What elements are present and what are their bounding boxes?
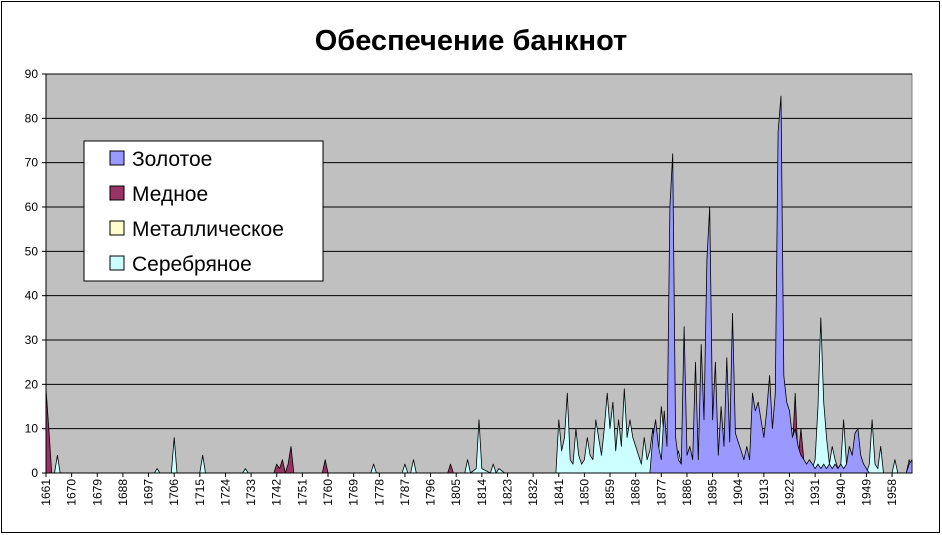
x-tick-label: 1751 — [295, 479, 309, 506]
x-tick-label: 1697 — [142, 479, 156, 506]
axes: 0 10 20 30 40 50 60 70 80 90 1661 1670 1679 1688 1697 1… — [25, 67, 912, 506]
legend-swatch — [109, 150, 125, 166]
y-tick-label: 60 — [25, 200, 39, 214]
x-tick-label: 1841 — [552, 479, 566, 506]
legend-label: Серебряное — [132, 253, 252, 276]
x-tick-label: 1940 — [834, 479, 848, 506]
y-tick-label: 0 — [31, 466, 38, 480]
series-area — [45, 95, 913, 474]
x-tick-label: 1724 — [219, 479, 233, 506]
x-tick-label: 1877 — [654, 479, 668, 506]
x-tick-label: 1904 — [731, 479, 745, 506]
x-tick-label: 1850 — [577, 479, 591, 506]
x-tick-label: 1859 — [603, 479, 617, 506]
x-tick-label: 1958 — [885, 479, 899, 506]
legend: Золотое Медное Металлическое Серебряное — [83, 140, 324, 282]
y-tick-label: 20 — [25, 377, 39, 391]
x-tick-label: 1805 — [449, 479, 463, 506]
series-area — [45, 317, 913, 474]
y-tick-label: 40 — [25, 289, 39, 303]
x-tick-label: 1715 — [193, 479, 207, 506]
series-area — [45, 388, 913, 474]
x-tick-label: 1787 — [398, 479, 412, 506]
x-tick-label: 1778 — [372, 479, 386, 506]
legend-label: Золотое — [132, 148, 212, 171]
x-tick-label: 1706 — [167, 479, 181, 506]
x-tick-label: 1733 — [244, 479, 258, 506]
x-tick-label: 1688 — [116, 479, 130, 506]
legend-swatch — [109, 185, 125, 201]
legend-label: Медное — [132, 183, 208, 206]
y-tick-label: 30 — [25, 333, 39, 347]
x-tick-label: 1823 — [501, 479, 515, 506]
x-tick-label: 1670 — [65, 479, 79, 506]
x-tick-label: 1931 — [808, 479, 822, 506]
x-tick-label: 1679 — [90, 479, 104, 506]
y-tick-label: 70 — [25, 156, 39, 170]
x-tick-label: 1949 — [859, 479, 873, 506]
x-tick-label: 1832 — [526, 479, 540, 506]
y-tick-label: 90 — [25, 67, 39, 81]
chart-title: Обеспечение банкнот — [315, 25, 628, 57]
y-tick-label: 50 — [25, 244, 39, 258]
y-tick-label: 80 — [25, 111, 39, 125]
x-tick-label: 1886 — [680, 479, 694, 506]
x-tick-label: 1922 — [783, 479, 797, 506]
x-tick-label: 1913 — [757, 479, 771, 506]
y-tick-label: 10 — [25, 422, 39, 436]
x-tick-label: 1796 — [424, 479, 438, 506]
x-tick-label: 1814 — [475, 479, 489, 506]
x-tick-label: 1769 — [347, 479, 361, 506]
legend-swatch — [109, 220, 125, 236]
legend-label: Металлическое — [132, 218, 284, 241]
legend-swatch — [109, 255, 125, 271]
x-tick-label: 1868 — [629, 479, 643, 506]
x-tick-label: 1742 — [270, 479, 284, 506]
x-tick-label: 1661 — [39, 479, 53, 506]
x-tick-label: 1760 — [321, 479, 335, 506]
x-tick-label: 1895 — [706, 479, 720, 506]
